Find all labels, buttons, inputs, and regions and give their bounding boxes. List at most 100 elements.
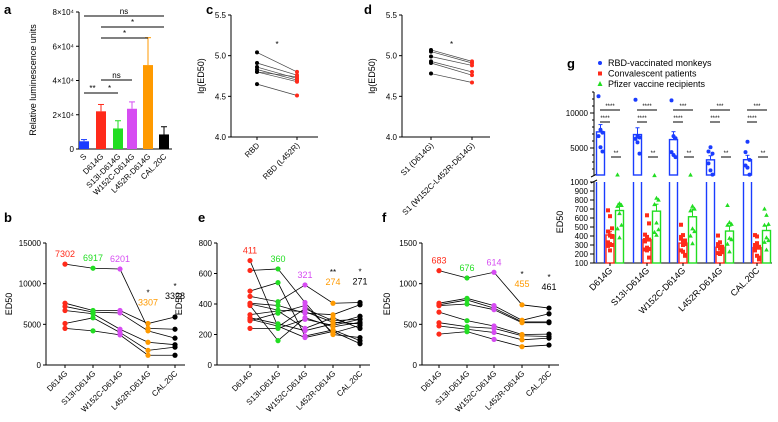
g-data-point-monkey bbox=[745, 139, 750, 144]
e-data-point bbox=[247, 318, 253, 324]
g-data-point-monkey bbox=[747, 172, 752, 177]
f-data-point bbox=[436, 268, 442, 274]
c-pair-line bbox=[256, 62, 298, 76]
g-significance-label: *** bbox=[716, 104, 724, 110]
b-data-point bbox=[172, 344, 178, 350]
legend-label: RBD-vaccinated monkeys bbox=[608, 58, 712, 68]
g-data-point-pfizer bbox=[688, 208, 693, 213]
e-data-point bbox=[330, 330, 336, 336]
g-data-point-pfizer bbox=[688, 233, 693, 238]
g-data-point-pfizer bbox=[762, 222, 767, 227]
g-data-point-monkey bbox=[600, 149, 605, 154]
panel-letter-b: b bbox=[4, 210, 12, 225]
e-data-point bbox=[247, 301, 253, 307]
g-bar-pfizer bbox=[651, 210, 662, 264]
g-data-point-pfizer bbox=[615, 226, 620, 231]
c-y-tick-label: 4.5 bbox=[215, 92, 227, 101]
b-x-tick-label: CAL.20C bbox=[150, 369, 179, 398]
g-data-point-pfizer bbox=[656, 227, 661, 232]
e-data-point bbox=[330, 300, 336, 306]
g-data-point-pfizer bbox=[688, 172, 693, 177]
f-y-tick-label: 1000 bbox=[399, 280, 417, 289]
d-pair-line bbox=[430, 49, 473, 62]
e-data-point bbox=[302, 316, 308, 322]
e-mean-label: 274 bbox=[325, 277, 340, 287]
g-data-point-pfizer bbox=[656, 197, 661, 202]
g-data-point-pfizer bbox=[729, 237, 734, 242]
e-mean-label: 411 bbox=[243, 246, 257, 256]
c-pair-line bbox=[256, 71, 298, 78]
d-pair-line bbox=[430, 51, 473, 64]
b-data-point bbox=[172, 352, 178, 358]
g-y-tick-label: 800 bbox=[575, 196, 589, 205]
g-data-point-patient bbox=[679, 234, 683, 239]
b-data-point bbox=[117, 266, 123, 272]
g-data-point-patient bbox=[679, 222, 683, 227]
g-data-point-patient bbox=[645, 213, 649, 218]
a-y-tick-label: 4×10⁴ bbox=[53, 77, 75, 86]
c-y-tick-label: 5.5 bbox=[215, 11, 227, 20]
f-data-point bbox=[491, 307, 497, 313]
e-data-point bbox=[247, 267, 253, 274]
g-data-point-patient bbox=[716, 251, 720, 256]
d-y-tick-label: 4.5 bbox=[386, 92, 398, 101]
e-data-point bbox=[302, 302, 308, 309]
g-bar-pfizer bbox=[687, 216, 698, 264]
c-data-point bbox=[295, 79, 299, 84]
g-data-point-patient bbox=[681, 243, 685, 247]
g-significance-label: *** bbox=[679, 104, 687, 110]
f-mean-label: 461 bbox=[541, 282, 556, 292]
d-data-point bbox=[429, 60, 433, 65]
g-y-tick-label: 5000 bbox=[570, 144, 588, 153]
d-data-point bbox=[429, 71, 433, 76]
g-data-point-patient bbox=[606, 229, 610, 234]
e-significance-label: * bbox=[358, 267, 361, 276]
e-data-point bbox=[275, 266, 281, 272]
d-y-tick-label: 4.0 bbox=[386, 133, 398, 142]
g-data-point-pfizer bbox=[654, 220, 659, 225]
legend-marker-triangle bbox=[597, 81, 603, 86]
g-data-point-patient bbox=[755, 243, 759, 247]
g-data-point-patient bbox=[757, 245, 761, 250]
g-data-point-pfizer bbox=[617, 235, 622, 240]
e-data-point bbox=[247, 288, 253, 294]
b-y-tick-label: 5000 bbox=[23, 320, 41, 329]
d-data-point bbox=[429, 49, 433, 54]
f-data-point bbox=[546, 335, 552, 341]
g-data-point-pfizer bbox=[615, 172, 620, 177]
f-x-tick-label: D614G bbox=[419, 369, 443, 393]
b-data-point bbox=[172, 326, 178, 332]
g-y-tick-label: 700 bbox=[575, 205, 589, 214]
b-data-point bbox=[90, 315, 96, 321]
g-significance-label: ** bbox=[761, 151, 766, 157]
b-x-tick-label: D614G bbox=[45, 369, 69, 393]
d-data-point bbox=[470, 63, 474, 68]
f-significance-label: * bbox=[520, 270, 523, 279]
g-data-point-patient bbox=[645, 248, 649, 253]
f-data-point bbox=[464, 329, 470, 335]
f-data-point bbox=[491, 325, 497, 331]
g-data-point-monkey bbox=[747, 157, 752, 162]
g-data-point-monkey bbox=[598, 127, 603, 132]
c-data-point bbox=[255, 50, 259, 55]
b-y-tick-label: 15000 bbox=[19, 239, 42, 248]
a-bar-S13I-D614G bbox=[113, 128, 123, 149]
e-data-point bbox=[275, 280, 281, 286]
g-data-point-pfizer bbox=[652, 229, 657, 234]
panel-letter-g: g bbox=[567, 56, 575, 71]
f-data-point bbox=[464, 301, 470, 307]
e-data-point bbox=[330, 319, 336, 325]
g-data-point-pfizer bbox=[615, 203, 620, 208]
f-data-point bbox=[519, 344, 525, 350]
b-data-point bbox=[172, 314, 178, 320]
c-y-axis-label: lg(ED50) bbox=[196, 58, 206, 94]
d-data-point bbox=[470, 80, 474, 85]
e-y-tick-label: 200 bbox=[199, 331, 213, 340]
g-data-point-pfizer bbox=[727, 249, 732, 254]
d-data-point bbox=[429, 54, 433, 59]
e-data-point bbox=[275, 325, 281, 331]
a-significance-label: * bbox=[131, 18, 134, 27]
g-data-point-pfizer bbox=[654, 232, 659, 237]
